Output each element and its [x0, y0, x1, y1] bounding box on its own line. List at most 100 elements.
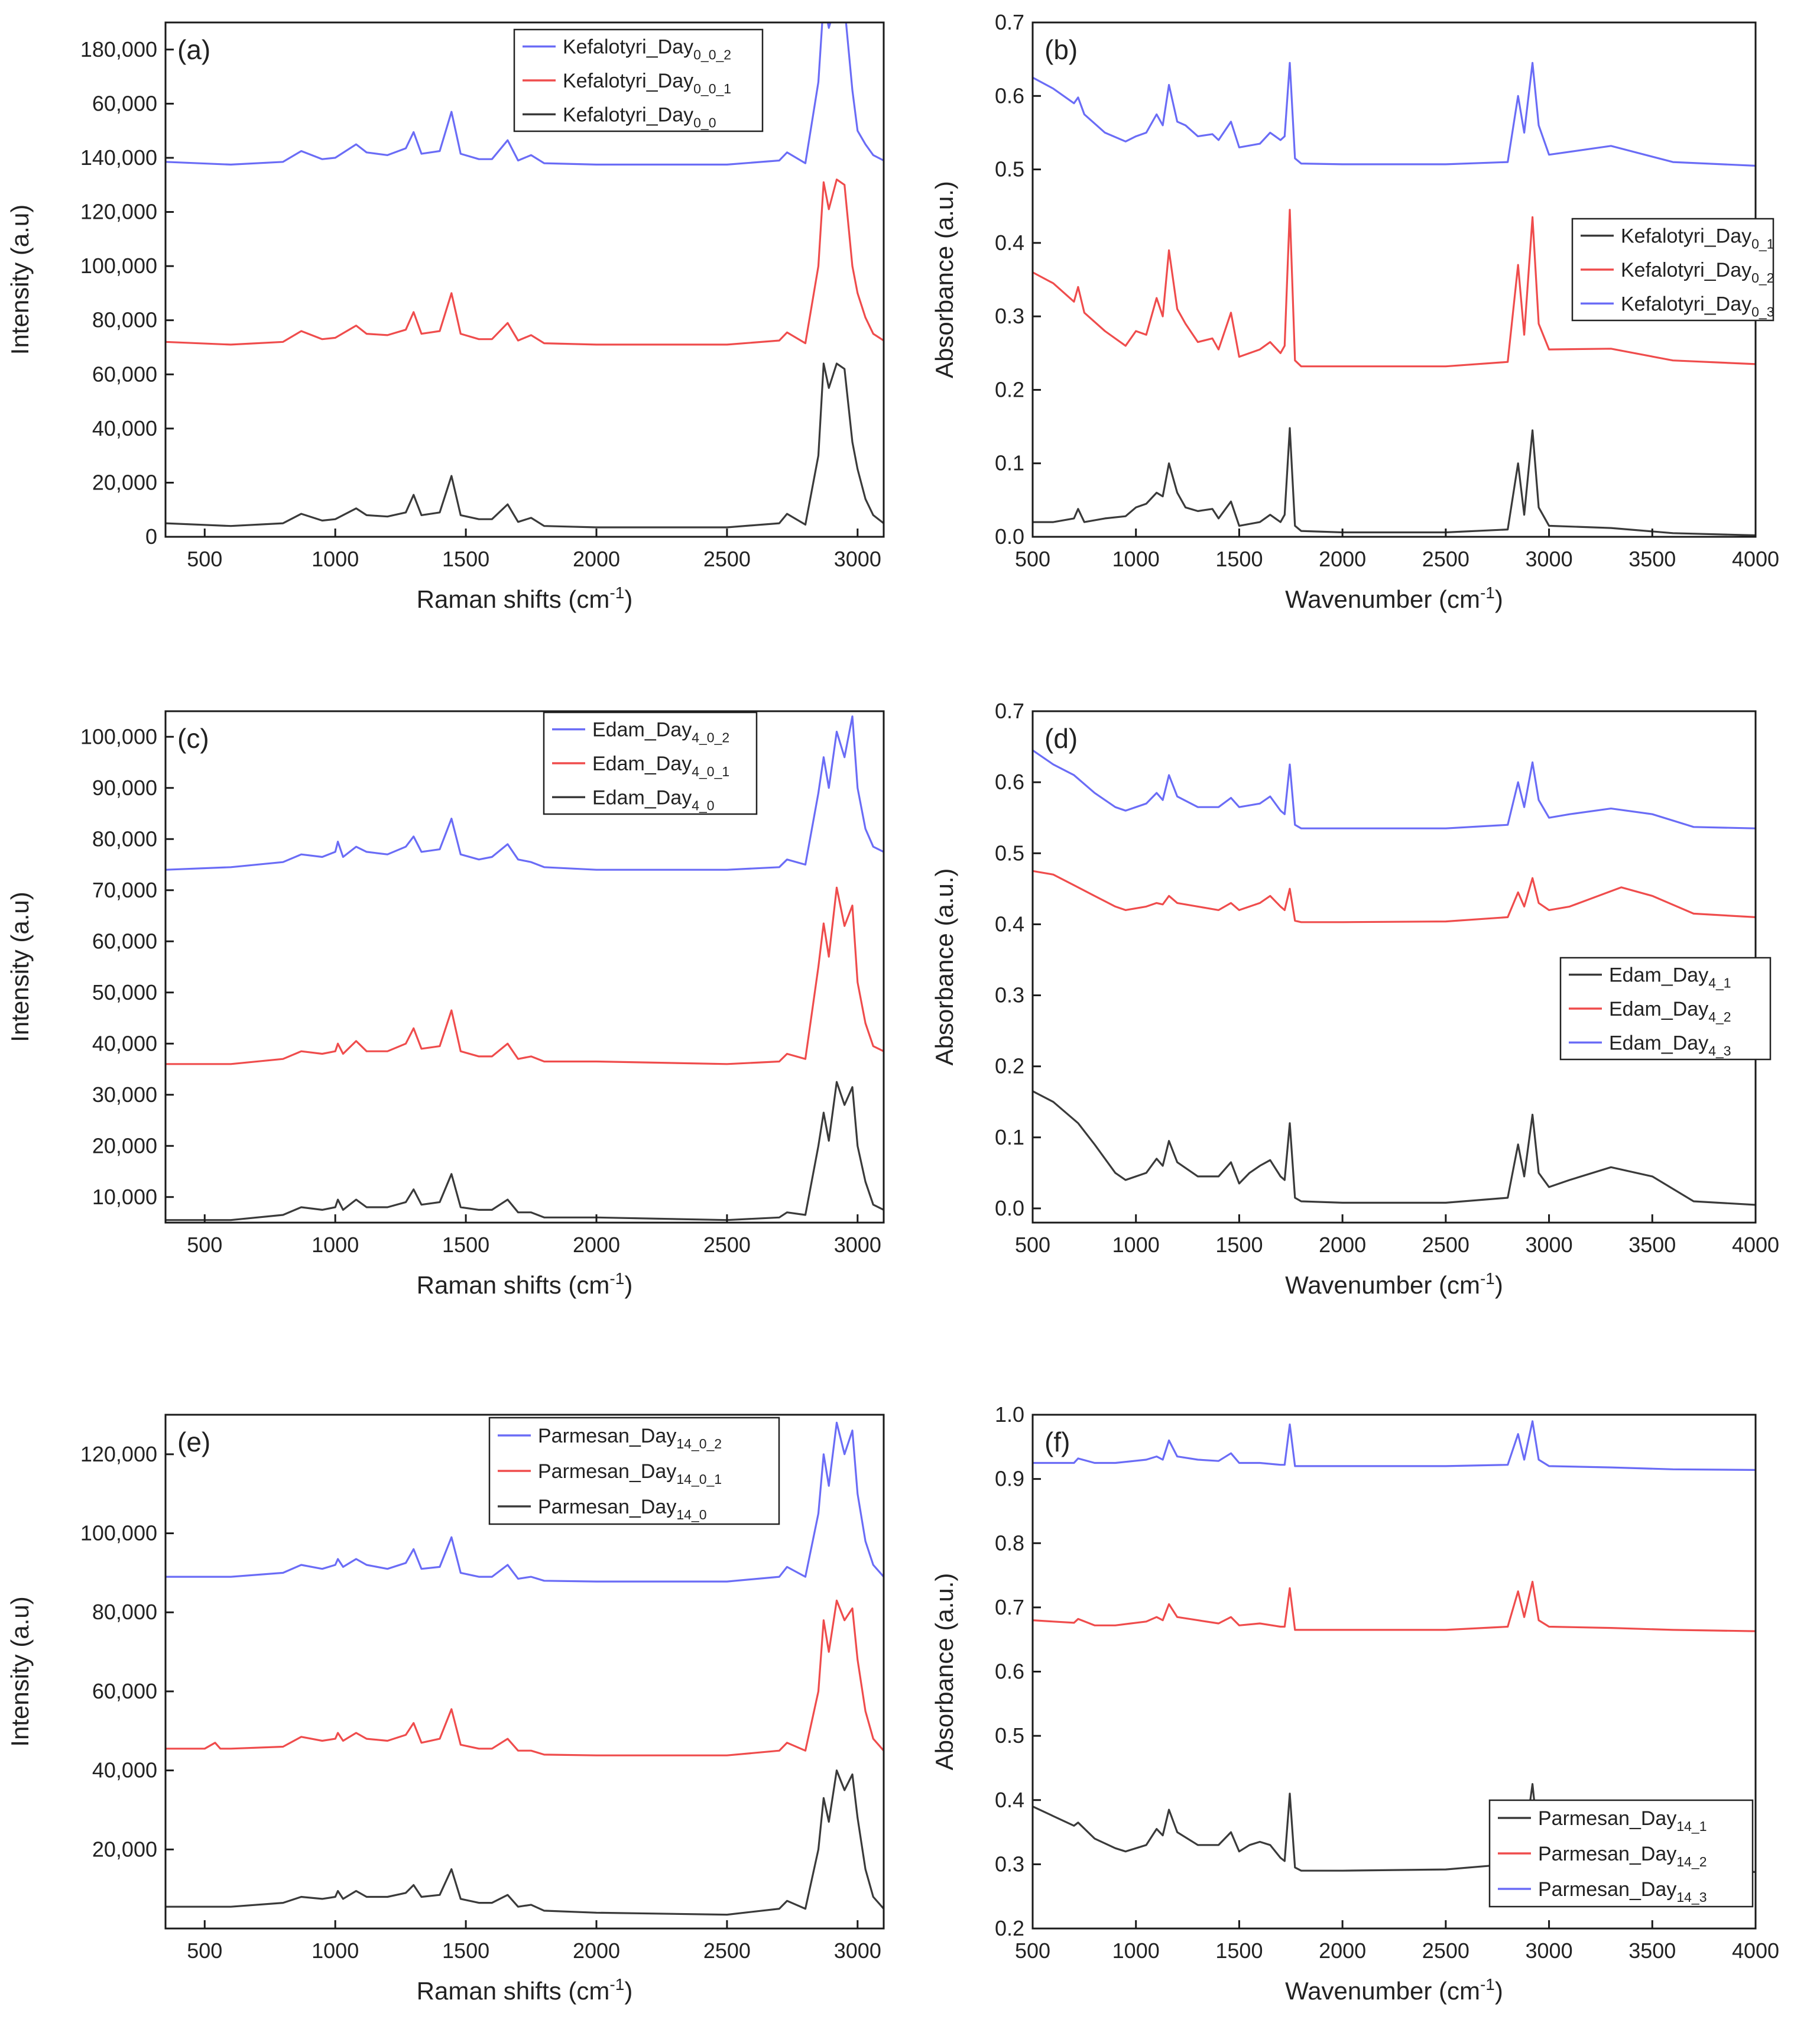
y-tick-label: 0 — [145, 524, 157, 549]
series-line-Kefalotyri_Day0_3 — [1033, 61, 1756, 167]
panel-e: 500 1000 1500 2000 2500 3000 20,000 40,000 60,00… — [6, 1414, 885, 2005]
plot-frame — [164, 21, 885, 538]
y-tick-label: 0.0 — [995, 1196, 1024, 1220]
series-group — [1033, 749, 1756, 1206]
y-axis-label: Absorbance (a.u.) — [930, 868, 958, 1066]
x-tick-label: 4000 — [1732, 1233, 1779, 1257]
x-tick-label: 3500 — [1628, 547, 1676, 571]
series-line-Edam_Day4_0 — [166, 1081, 884, 1221]
panel-label: (f) — [1044, 1427, 1070, 1457]
x-tick-label: 3000 — [1526, 1939, 1573, 1963]
series-line-Edam_Day4_0_1 — [166, 886, 884, 1065]
legend-label: Parmesan_Day14_3 — [1538, 1878, 1707, 1905]
y-tick-label: 140,000 — [80, 145, 157, 170]
y-tick-label: 50,000 — [92, 980, 157, 1004]
legend: Edam_Day4_0_2 Edam_Day4_0_1 Edam_Day4_0 — [543, 711, 758, 815]
y-axis-label: Intensity (a.u) — [6, 205, 34, 355]
x-tick-label: 2500 — [1422, 1939, 1469, 1963]
legend-label: Kefalotyri_Day0_0_1 — [563, 70, 731, 96]
x-tick-label: 500 — [187, 1233, 222, 1257]
series-line-Parmesan_Day14_0_2 — [166, 1421, 884, 1583]
y-tick-label: 0.8 — [995, 1531, 1024, 1555]
legend-label: Edam_Day4_0 — [592, 786, 715, 813]
panel-a: 500 1000 1500 2000 2500 3000 0 20,000 40,000 60,0… — [6, 21, 885, 613]
y-tick-label: 70,000 — [92, 878, 157, 902]
x-tick-label: 1500 — [442, 547, 489, 571]
y-tick-label: 20,000 — [92, 1133, 157, 1158]
y-tick-label: 0.6 — [995, 770, 1024, 794]
y-tick-label: 60,000 — [92, 1679, 157, 1703]
x-axis-label: Wavenumber (cm-1) — [1285, 584, 1503, 613]
y-tick-label: 40,000 — [92, 1031, 157, 1055]
x-tick-label: 2500 — [1422, 547, 1469, 571]
legend: Kefalotyri_Day0_0_2 Kefalotyri_Day0_0_1 Ke… — [513, 28, 764, 132]
legend-label: Parmesan_Day14_0 — [538, 1496, 707, 1522]
x-axis-label: Wavenumber (cm-1) — [1285, 1975, 1503, 2005]
x-tick-label: 3000 — [1526, 547, 1573, 571]
series-line-Edam_Day4_2 — [1033, 870, 1756, 923]
x-tick-label: 1500 — [1215, 547, 1263, 571]
y-tick-label: 0.7 — [995, 10, 1024, 34]
x-tick-label: 2500 — [703, 1939, 751, 1963]
y-tick-label: 120,000 — [80, 200, 157, 224]
panel-b: 500 1000 1500 2000 2500 3000 3500 4000 0.0 0.1 0.2… — [930, 10, 1779, 613]
series-line-Kefalotyri_Day0_0 — [166, 362, 884, 529]
series-line-Kefalotyri_Day0_0_2 — [166, 22, 884, 166]
x-tick-label: 2000 — [573, 547, 620, 571]
y-tick-label: 100,000 — [80, 724, 157, 748]
legend-label: Kefalotyri_Day0_0_2 — [563, 36, 731, 63]
x-tick-label: 500 — [1015, 547, 1050, 571]
y-tick-label: 60,000 — [92, 929, 157, 953]
legend: Kefalotyri_Day0_1 Kefalotyri_Day0_2 Kefalo… — [1571, 218, 1774, 322]
panel-d: 500 1000 1500 2000 2500 3000 3500 4000 0.0 0.1 0.2… — [930, 699, 1779, 1299]
x-tick-label: 2000 — [1319, 1233, 1366, 1257]
y-tick-label: 0.2 — [995, 377, 1024, 401]
y-tick-label: 0.1 — [995, 1125, 1024, 1149]
x-tick-label: 500 — [1015, 1939, 1050, 1963]
y-axis-label: Intensity (a.u) — [6, 892, 34, 1042]
y-tick-label: 80,000 — [92, 826, 157, 851]
legend-label: Edam_Day4_0_1 — [592, 753, 729, 779]
y-tick-label: 80,000 — [92, 1600, 157, 1624]
x-tick-label: 500 — [1015, 1233, 1050, 1257]
x-tick-label: 1500 — [442, 1233, 489, 1257]
x-tick-label: 2000 — [1319, 547, 1366, 571]
x-tick-label: 500 — [187, 1939, 222, 1963]
y-tick-label: 40,000 — [92, 416, 157, 440]
y-tick-label: 0.6 — [995, 1659, 1024, 1684]
x-tick-label: 1000 — [312, 1939, 359, 1963]
legend-label: Parmesan_Day14_0_2 — [538, 1425, 722, 1451]
y-tick-label: 100,000 — [80, 254, 157, 278]
y-axis-label: Intensity (a.u) — [6, 1596, 34, 1746]
x-tick-label: 3000 — [834, 1939, 881, 1963]
y-axis-label: Absorbance (a.u.) — [930, 181, 958, 378]
x-tick-label: 4000 — [1732, 547, 1779, 571]
x-tick-label: 4000 — [1732, 1939, 1779, 1963]
y-tick-label: 0.3 — [995, 983, 1024, 1007]
x-tick-label: 500 — [187, 547, 222, 571]
series-group — [166, 715, 884, 1221]
series-line-Edam_Day4_0_2 — [166, 715, 884, 871]
y-axis-label: Absorbance (a.u.) — [930, 1573, 958, 1771]
y-tick-label: 10,000 — [92, 1185, 157, 1209]
series-line-Parmesan_Day14_0 — [166, 1769, 884, 1916]
legend-label: Kefalotyri_Day0_2 — [1621, 259, 1774, 286]
x-tick-label: 2000 — [573, 1939, 620, 1963]
x-tick-label: 3500 — [1628, 1233, 1676, 1257]
x-tick-label: 3000 — [834, 547, 881, 571]
legend-label: Edam_Day4_0_2 — [592, 719, 729, 746]
y-tick-label: 0.6 — [995, 83, 1024, 108]
legend-label: Edam_Day4_3 — [1609, 1032, 1731, 1058]
x-tick-label: 3500 — [1628, 1939, 1676, 1963]
y-tick-label: 180,000 — [80, 37, 157, 61]
x-axis-label: Raman shifts (cm-1) — [417, 584, 633, 613]
x-tick-label: 1500 — [442, 1939, 489, 1963]
series-group — [166, 1421, 884, 1916]
legend-label: Kefalotyri_Day0_3 — [1621, 293, 1774, 319]
x-tick-label: 2500 — [703, 547, 751, 571]
panel-label: (e) — [177, 1427, 210, 1457]
y-tick-label: 0.7 — [995, 1595, 1024, 1619]
x-tick-label: 1000 — [1112, 1233, 1160, 1257]
series-line-Parmesan_Day14_2 — [1033, 1580, 1756, 1632]
